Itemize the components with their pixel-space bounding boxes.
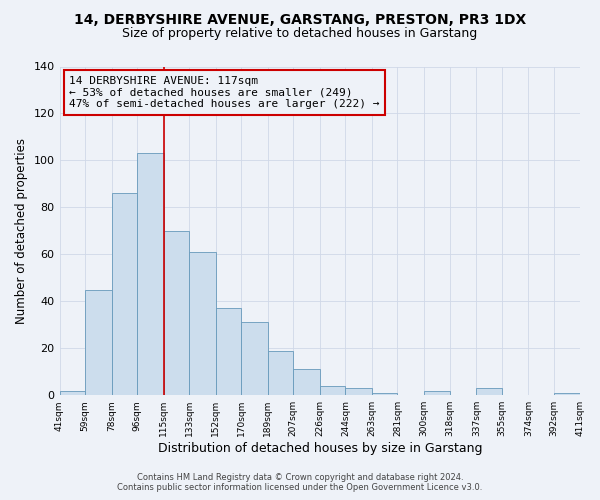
Bar: [189, 252, 216, 395]
Bar: [424, 390, 449, 395]
Bar: [372, 393, 397, 395]
Bar: [346, 388, 372, 395]
Text: Contains HM Land Registry data © Crown copyright and database right 2024.
Contai: Contains HM Land Registry data © Crown c…: [118, 473, 482, 492]
Bar: [112, 194, 137, 395]
Text: Size of property relative to detached houses in Garstang: Size of property relative to detached ho…: [122, 28, 478, 40]
Text: 14, DERBYSHIRE AVENUE, GARSTANG, PRESTON, PR3 1DX: 14, DERBYSHIRE AVENUE, GARSTANG, PRESTON…: [74, 12, 526, 26]
X-axis label: Distribution of detached houses by size in Garstang: Distribution of detached houses by size …: [158, 442, 482, 455]
Bar: [268, 350, 293, 395]
Bar: [476, 388, 502, 395]
Bar: [320, 386, 346, 395]
Bar: [241, 322, 268, 395]
Bar: [216, 308, 241, 395]
Bar: [59, 390, 85, 395]
Text: 14 DERBYSHIRE AVENUE: 117sqm
← 53% of detached houses are smaller (249)
47% of s: 14 DERBYSHIRE AVENUE: 117sqm ← 53% of de…: [70, 76, 380, 109]
Bar: [554, 393, 580, 395]
Bar: [85, 290, 112, 395]
Y-axis label: Number of detached properties: Number of detached properties: [15, 138, 28, 324]
Bar: [164, 231, 189, 395]
Bar: [293, 370, 320, 395]
Bar: [137, 154, 164, 395]
